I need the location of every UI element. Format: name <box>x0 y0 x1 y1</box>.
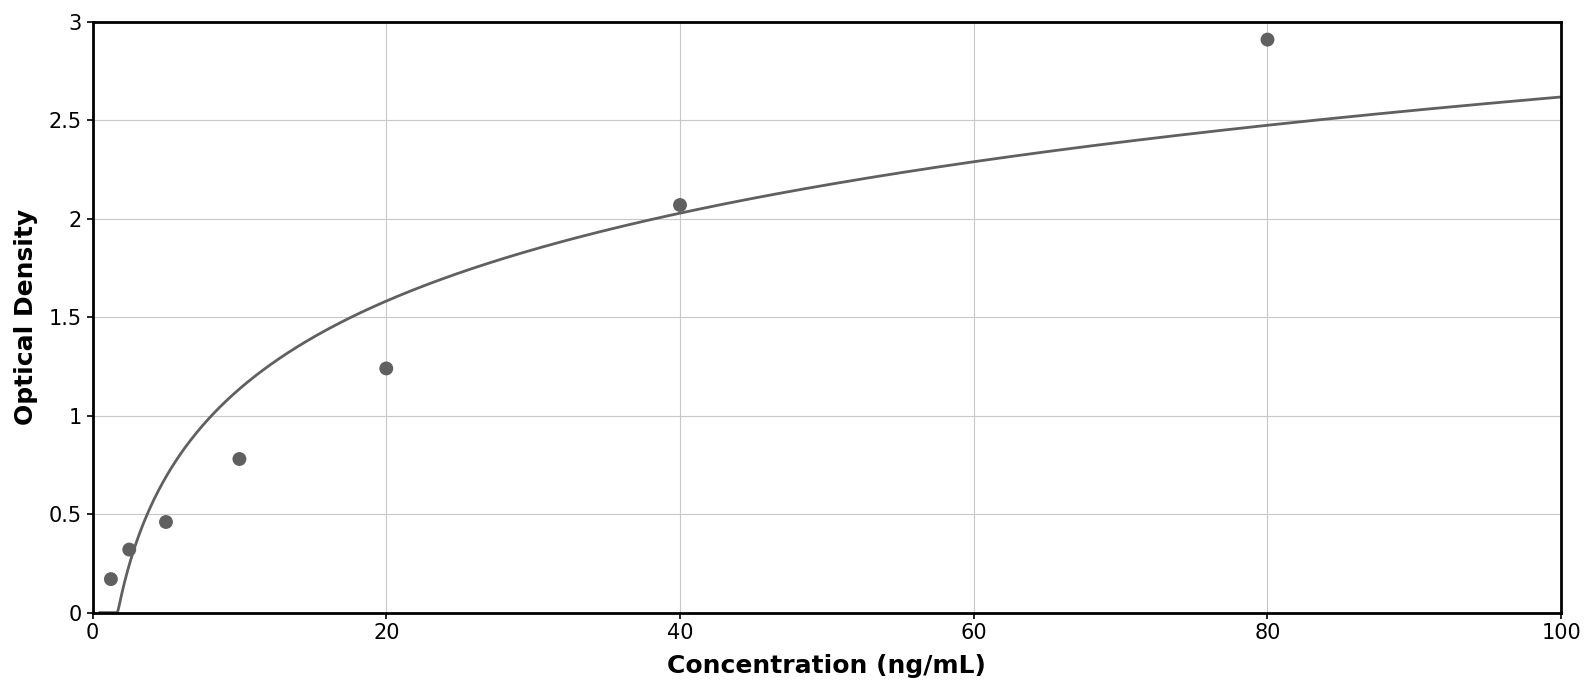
Point <box>99 574 124 585</box>
Point <box>116 544 142 555</box>
Point <box>667 199 692 210</box>
Point <box>1255 34 1281 45</box>
X-axis label: Concentration (ng/mL): Concentration (ng/mL) <box>667 654 986 678</box>
Point <box>373 363 399 374</box>
Point <box>226 453 252 464</box>
Y-axis label: Optical Density: Optical Density <box>14 209 38 426</box>
Point <box>153 516 179 527</box>
